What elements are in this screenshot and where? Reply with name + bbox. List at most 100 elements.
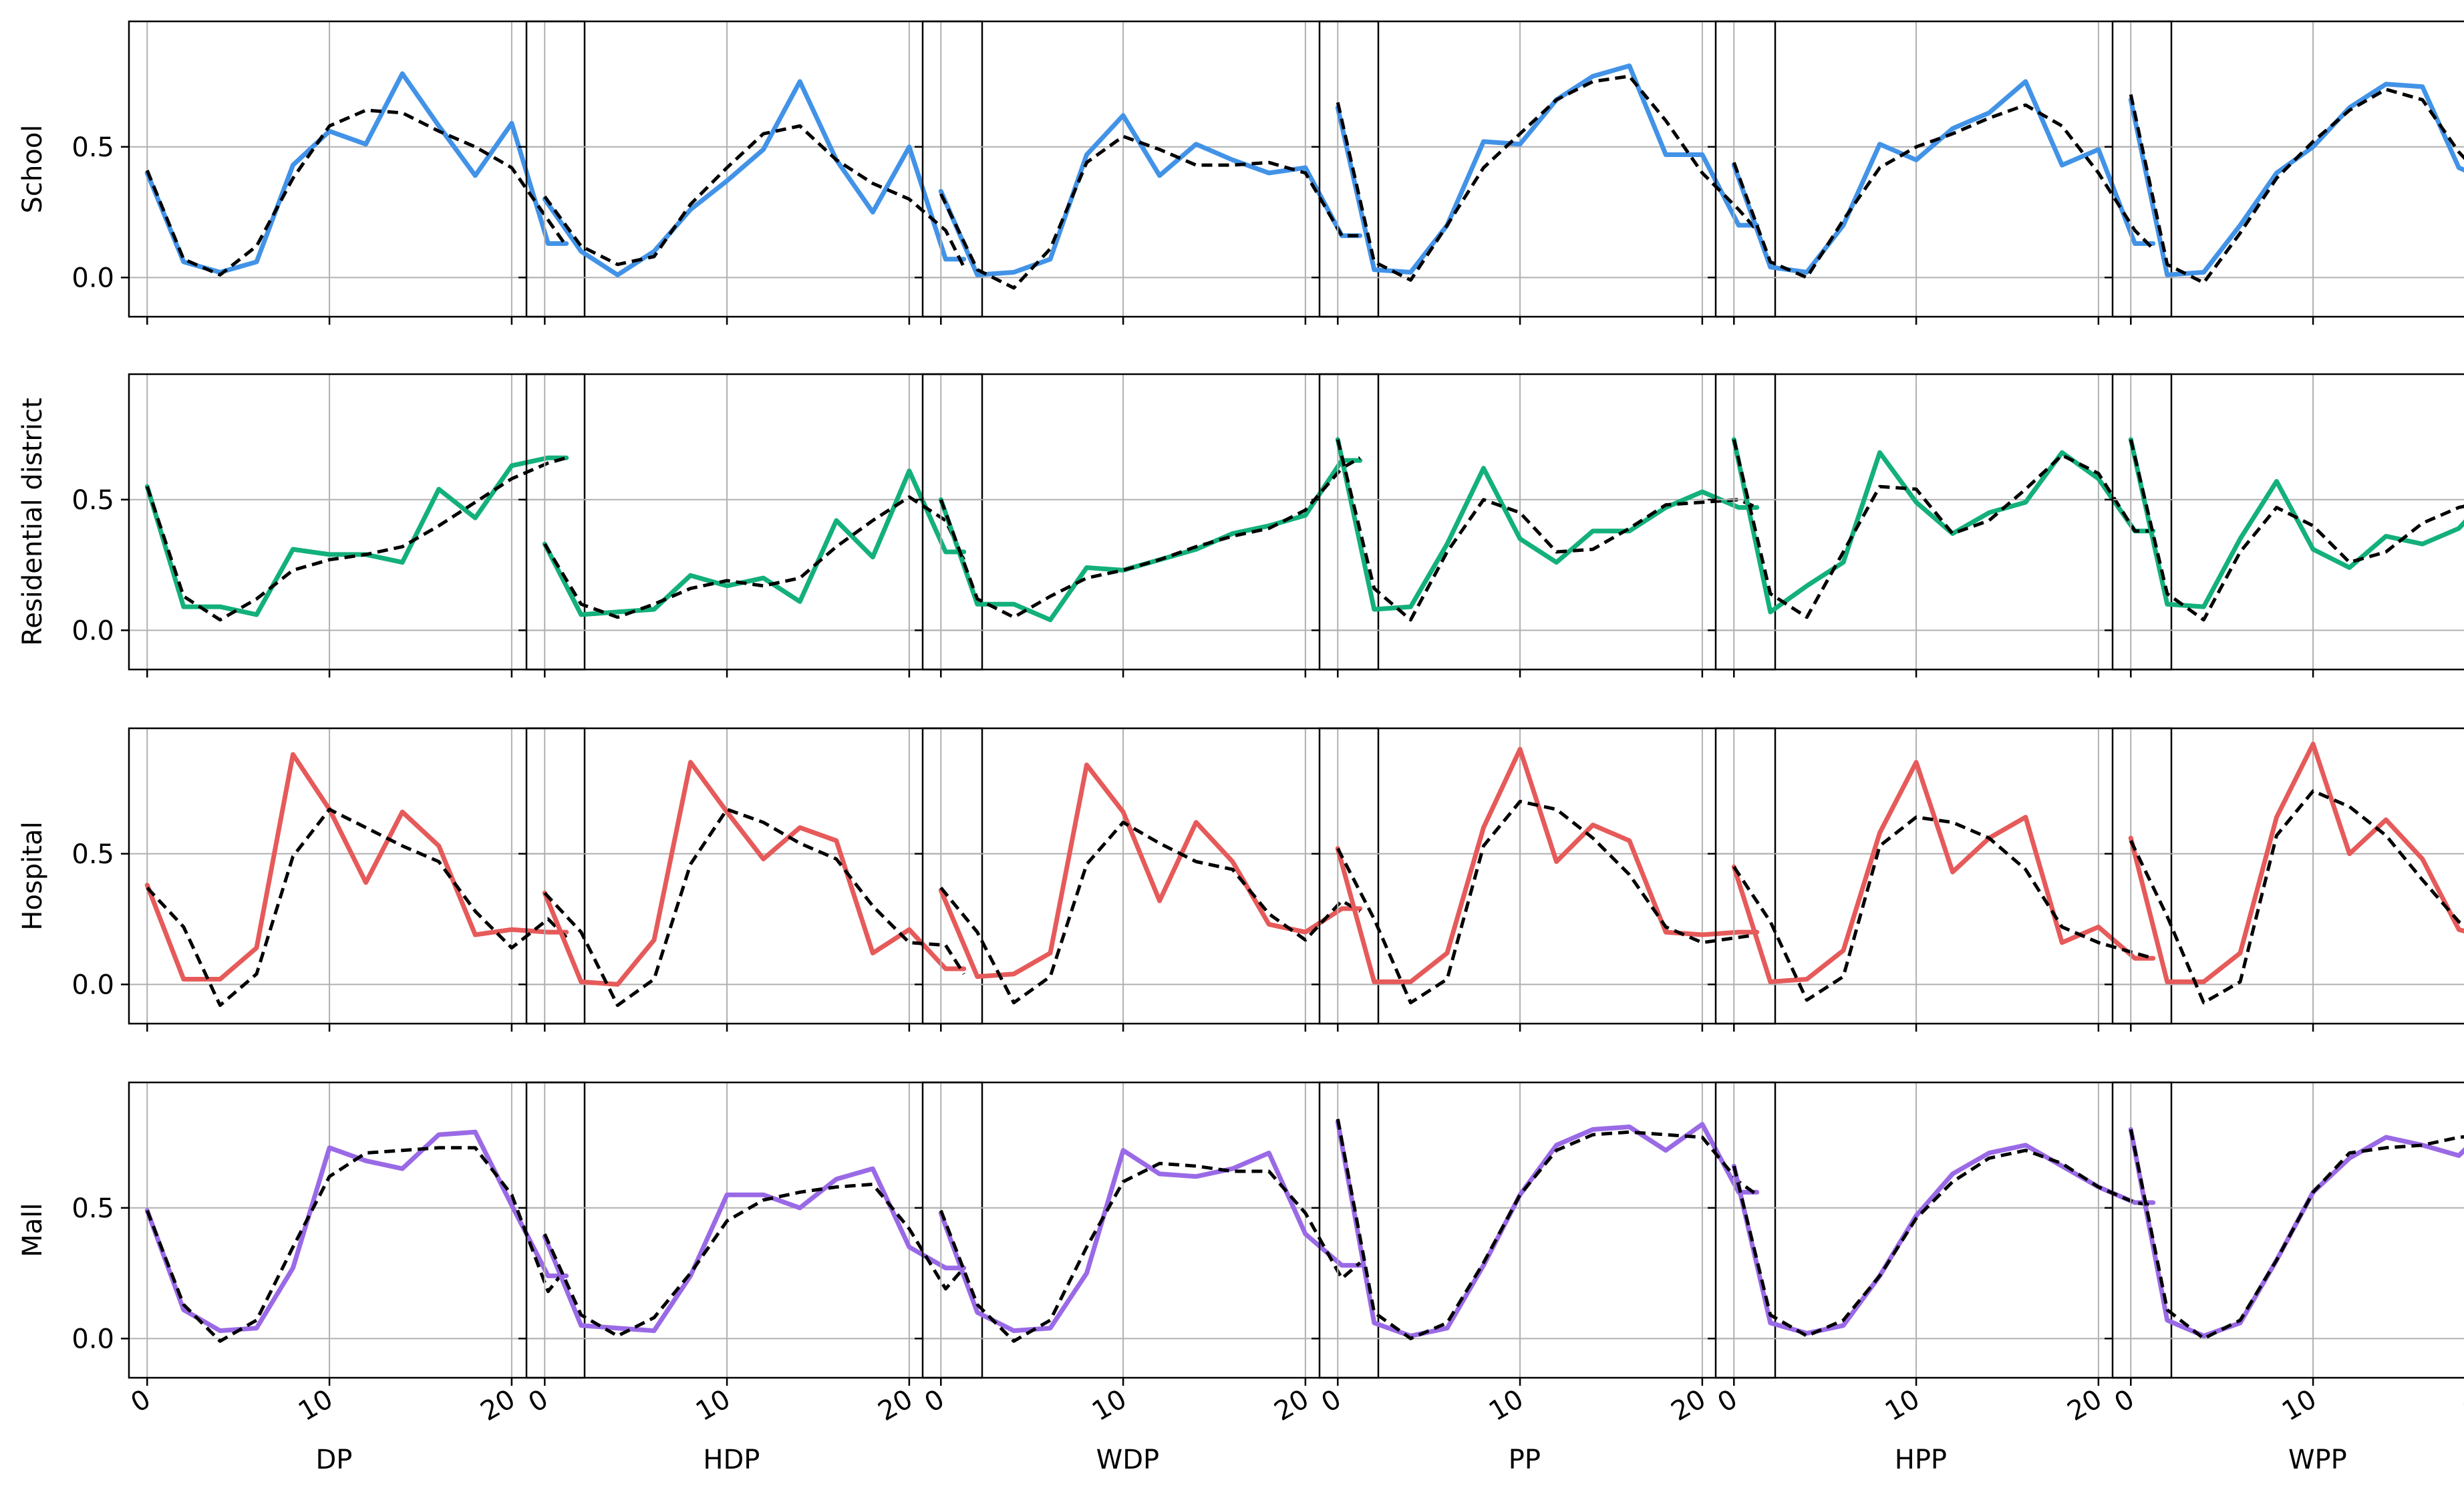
series-dashed — [939, 1161, 1362, 1343]
series-dashed — [145, 1146, 568, 1343]
panel-frame — [2111, 20, 2464, 318]
panel-frame — [525, 727, 983, 1025]
series-solid — [1335, 63, 1760, 275]
ytick-label-1: 0.5 — [71, 132, 114, 163]
panel-r1-c3 — [1312, 373, 1777, 678]
series-solid — [938, 113, 1363, 277]
row-label-0: School — [17, 125, 48, 214]
series-solid — [2128, 437, 2464, 609]
panel-frame — [525, 20, 983, 318]
panel-r1-c2 — [915, 373, 1380, 678]
xtick-label-0: 0 — [126, 1384, 156, 1419]
ytick-label-1: 0.5 — [71, 485, 114, 516]
col-label-3: PP — [1509, 1445, 1541, 1475]
series-dashed — [543, 495, 965, 619]
panel-frame — [2111, 727, 2464, 1025]
col-label-1: HDP — [703, 1445, 760, 1475]
panel-frame — [921, 20, 1380, 318]
xtick-label-0: 0 — [919, 1384, 949, 1419]
panel-frame — [128, 20, 586, 318]
xtick-label-0: 0 — [1316, 1384, 1346, 1419]
series-dashed — [145, 108, 568, 277]
series-solid — [938, 1148, 1363, 1334]
panel-frame — [1714, 1081, 2173, 1379]
series-solid — [938, 458, 1363, 623]
series-dashed — [939, 821, 1361, 1005]
series-solid — [1731, 437, 2156, 615]
series-dashed — [146, 807, 568, 1008]
panel-r0-c4 — [1708, 20, 2173, 325]
series-dashed — [1336, 1119, 1758, 1340]
series-solid — [542, 79, 967, 277]
panel-frame — [1318, 1081, 1777, 1379]
xtick-label-1: 10 — [1484, 1384, 1529, 1427]
panel-frame — [1318, 727, 1777, 1025]
series-solid — [542, 760, 967, 987]
series-solid — [542, 468, 967, 617]
panel-r3-c4: 0 10 20 HPP — [1708, 1081, 2173, 1475]
series-solid — [938, 762, 1363, 980]
panel-frame — [128, 1081, 586, 1379]
series-dashed — [1732, 103, 2155, 279]
series-solid — [2128, 742, 2464, 984]
xtick-label-1: 10 — [691, 1384, 736, 1427]
panel-r0-c0: 0.0 0.5 — [71, 20, 586, 325]
col-label-5: WPP — [2288, 1445, 2347, 1475]
panel-frame — [921, 373, 1380, 671]
series-dashed — [2129, 439, 2464, 622]
ytick-label-0: 0.0 — [71, 970, 114, 1000]
series-solid — [144, 752, 569, 982]
panel-frame — [921, 727, 1380, 1025]
ytick-label-0: 0.0 — [71, 615, 114, 646]
panel-frame — [2111, 1081, 2464, 1379]
panel-frame — [921, 1081, 1380, 1379]
series-dashed — [1336, 74, 1758, 282]
ytick-label-1: 0.5 — [71, 839, 114, 870]
series-dashed — [939, 134, 1360, 290]
series-solid — [542, 1166, 967, 1334]
series-dashed — [543, 124, 965, 268]
panel-frame — [1318, 373, 1777, 671]
panel-r2-c2 — [915, 727, 1380, 1032]
series-solid — [144, 71, 569, 275]
xtick-label-1: 10 — [1880, 1384, 1925, 1427]
panel-r2-c0: 0.0 0.5 — [71, 727, 586, 1032]
row-label-1: Residential district — [17, 398, 48, 645]
xtick-label-1: 10 — [293, 1384, 338, 1427]
panel-r2-c1 — [518, 727, 983, 1032]
panel-r0-c1 — [518, 20, 983, 325]
xtick-label-2: 20 — [2459, 1384, 2464, 1427]
series-dashed — [1732, 1149, 2154, 1338]
ytick-label-0: 0.0 — [71, 1324, 114, 1354]
xtick-label-2: 20 — [1666, 1384, 1711, 1427]
xtick-label-1: 10 — [1087, 1384, 1132, 1427]
series-dashed — [939, 456, 1361, 619]
series-dashed — [2129, 88, 2464, 285]
row-label-2: Hospital — [17, 821, 48, 930]
series-dashed — [2129, 789, 2464, 1005]
panel-frame — [1714, 373, 2173, 671]
panel-r1-c5 — [2105, 373, 2464, 678]
panel-r2-c5 — [2105, 727, 2464, 1032]
panel-frame — [1714, 20, 2173, 318]
xtick-label-2: 20 — [2062, 1384, 2107, 1427]
panel-frame — [1714, 727, 2173, 1025]
xtick-label-1: 10 — [2277, 1384, 2322, 1427]
panel-r3-c3: 0 10 20 PP — [1312, 1081, 1777, 1475]
panel-r1-c4 — [1708, 373, 2173, 678]
panel-r3-c5: 0 10 20 WPP — [2105, 1081, 2464, 1475]
panel-frame — [2111, 373, 2464, 671]
panel-r2-c4 — [1708, 727, 2173, 1032]
series-dashed — [2129, 1129, 2464, 1340]
ytick-label-1: 0.5 — [71, 1193, 114, 1224]
xtick-label-2: 20 — [1269, 1384, 1314, 1427]
panel-r0-c2 — [915, 20, 1380, 325]
series-dashed — [1732, 815, 2154, 1002]
panel-r3-c1: 0 10 20 HDP — [518, 1081, 983, 1475]
series-dashed — [543, 1183, 965, 1338]
col-label-4: HPP — [1895, 1445, 1947, 1475]
series-solid — [1335, 437, 1760, 612]
series-dashed — [1732, 439, 2153, 619]
xtick-label-0: 0 — [1712, 1384, 1742, 1419]
